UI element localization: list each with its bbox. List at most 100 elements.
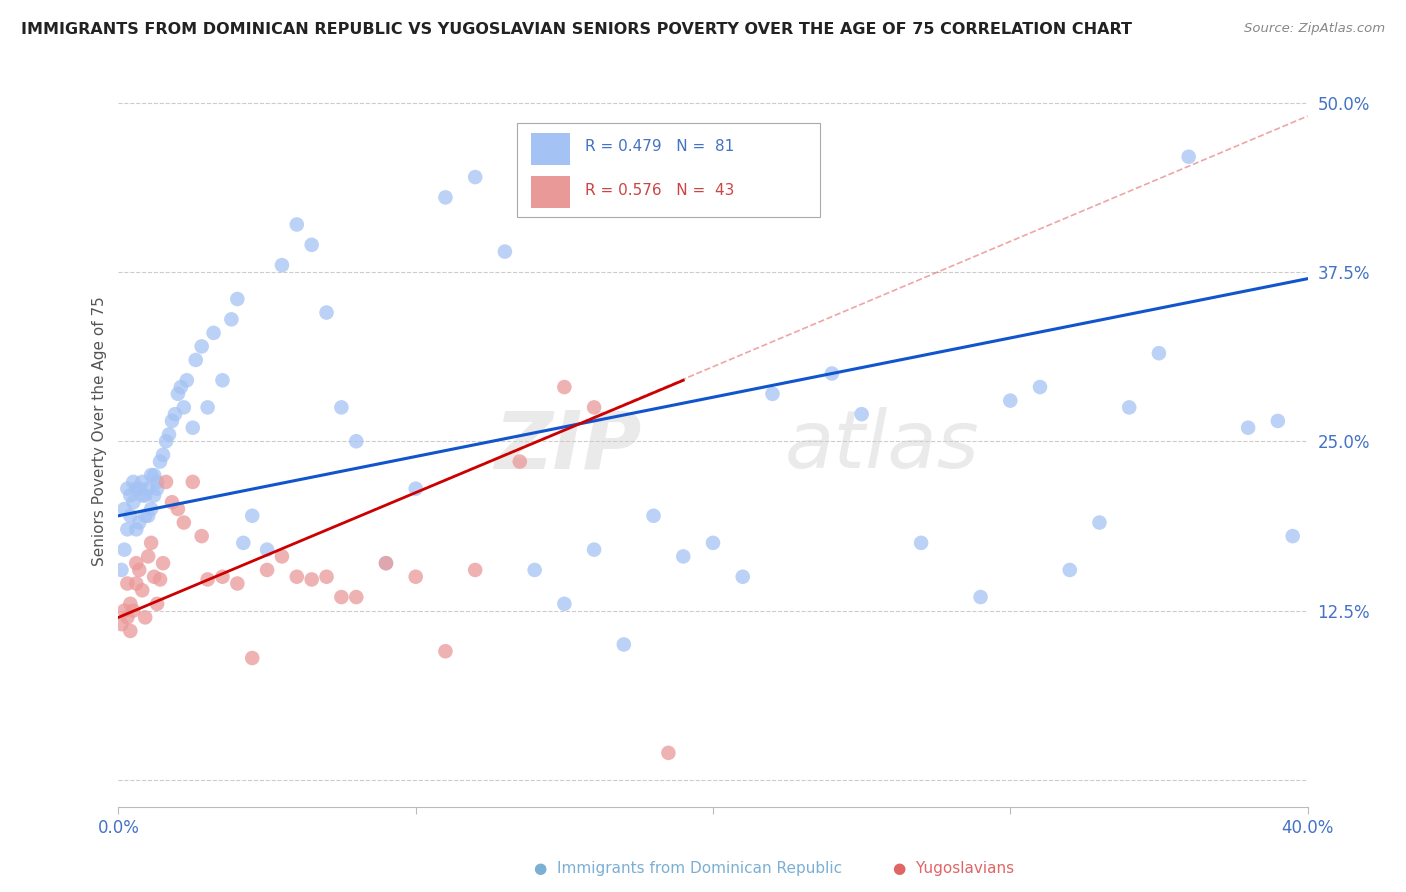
Point (117, 482, 139, 496)
Point (139, 536, 162, 550)
Point (128, 482, 150, 496)
Point (134, 610, 156, 624)
Text: atlas: atlas (785, 407, 979, 485)
Point (120, 597, 142, 611)
Point (851, 407, 873, 421)
Point (494, 244, 516, 259)
Point (256, 563, 278, 577)
Point (125, 556, 148, 570)
Point (1281, 529, 1303, 543)
Point (240, 508, 263, 523)
Point (256, 542, 278, 557)
FancyBboxPatch shape (531, 177, 571, 208)
Point (197, 573, 219, 587)
Point (344, 590, 367, 604)
Point (160, 414, 183, 428)
Point (301, 573, 323, 587)
Point (170, 380, 193, 394)
Point (315, 305, 337, 319)
Point (285, 218, 308, 232)
Point (136, 549, 159, 564)
Point (139, 502, 162, 516)
Point (553, 597, 575, 611)
Point (211, 570, 233, 584)
Point (202, 326, 225, 340)
Point (232, 536, 254, 550)
Point (190, 529, 212, 543)
Text: ●  Yugoslavians: ● Yugoslavians (893, 861, 1014, 876)
Point (131, 475, 153, 489)
Point (167, 387, 190, 401)
Point (152, 556, 174, 570)
FancyBboxPatch shape (531, 133, 571, 165)
Point (464, 563, 486, 577)
Point (120, 624, 142, 638)
Point (523, 563, 546, 577)
Point (553, 380, 575, 394)
Text: ●  Immigrants from Dominican Republic: ● Immigrants from Dominican Republic (534, 861, 842, 876)
Point (139, 468, 162, 483)
Point (643, 508, 665, 523)
Point (434, 190, 457, 204)
Point (155, 475, 177, 489)
Text: R = 0.576   N =  43: R = 0.576 N = 43 (585, 183, 734, 198)
Point (134, 488, 156, 502)
Point (731, 570, 754, 584)
Point (211, 373, 233, 387)
Point (301, 237, 323, 252)
Point (434, 644, 457, 658)
Point (110, 563, 132, 577)
Point (117, 576, 139, 591)
Point (112, 542, 135, 557)
Point (149, 454, 172, 468)
Point (120, 488, 142, 502)
Point (131, 583, 153, 598)
Point (1237, 420, 1260, 434)
Point (143, 488, 166, 502)
Point (122, 495, 145, 509)
Point (226, 292, 249, 306)
Point (190, 339, 212, 353)
Point (167, 502, 190, 516)
Point (134, 508, 156, 523)
Point (271, 258, 294, 272)
Point (285, 570, 308, 584)
Point (509, 454, 531, 468)
Point (405, 482, 427, 496)
FancyBboxPatch shape (517, 123, 820, 217)
Point (120, 508, 142, 523)
Point (761, 387, 783, 401)
Point (146, 475, 169, 489)
Point (702, 536, 724, 550)
Point (136, 482, 159, 496)
Point (672, 549, 695, 564)
Point (143, 468, 166, 483)
Point (125, 576, 148, 591)
Point (143, 570, 166, 584)
Point (152, 448, 174, 462)
Point (122, 475, 145, 489)
Point (583, 542, 606, 557)
Point (157, 427, 180, 442)
Point (176, 373, 198, 387)
Point (117, 522, 139, 536)
Point (146, 597, 169, 611)
Point (226, 576, 249, 591)
Point (1088, 516, 1111, 530)
Point (146, 482, 169, 496)
Point (181, 420, 204, 434)
Point (155, 434, 177, 449)
Point (375, 556, 398, 570)
Point (271, 549, 294, 564)
Point (128, 516, 150, 530)
Point (181, 475, 204, 489)
Point (1000, 393, 1022, 408)
Point (657, 746, 679, 760)
Point (1147, 346, 1170, 360)
Point (173, 516, 195, 530)
Point (125, 522, 148, 536)
Point (131, 488, 153, 502)
Point (112, 604, 135, 618)
Point (375, 556, 398, 570)
Text: ZIP: ZIP (495, 407, 641, 485)
